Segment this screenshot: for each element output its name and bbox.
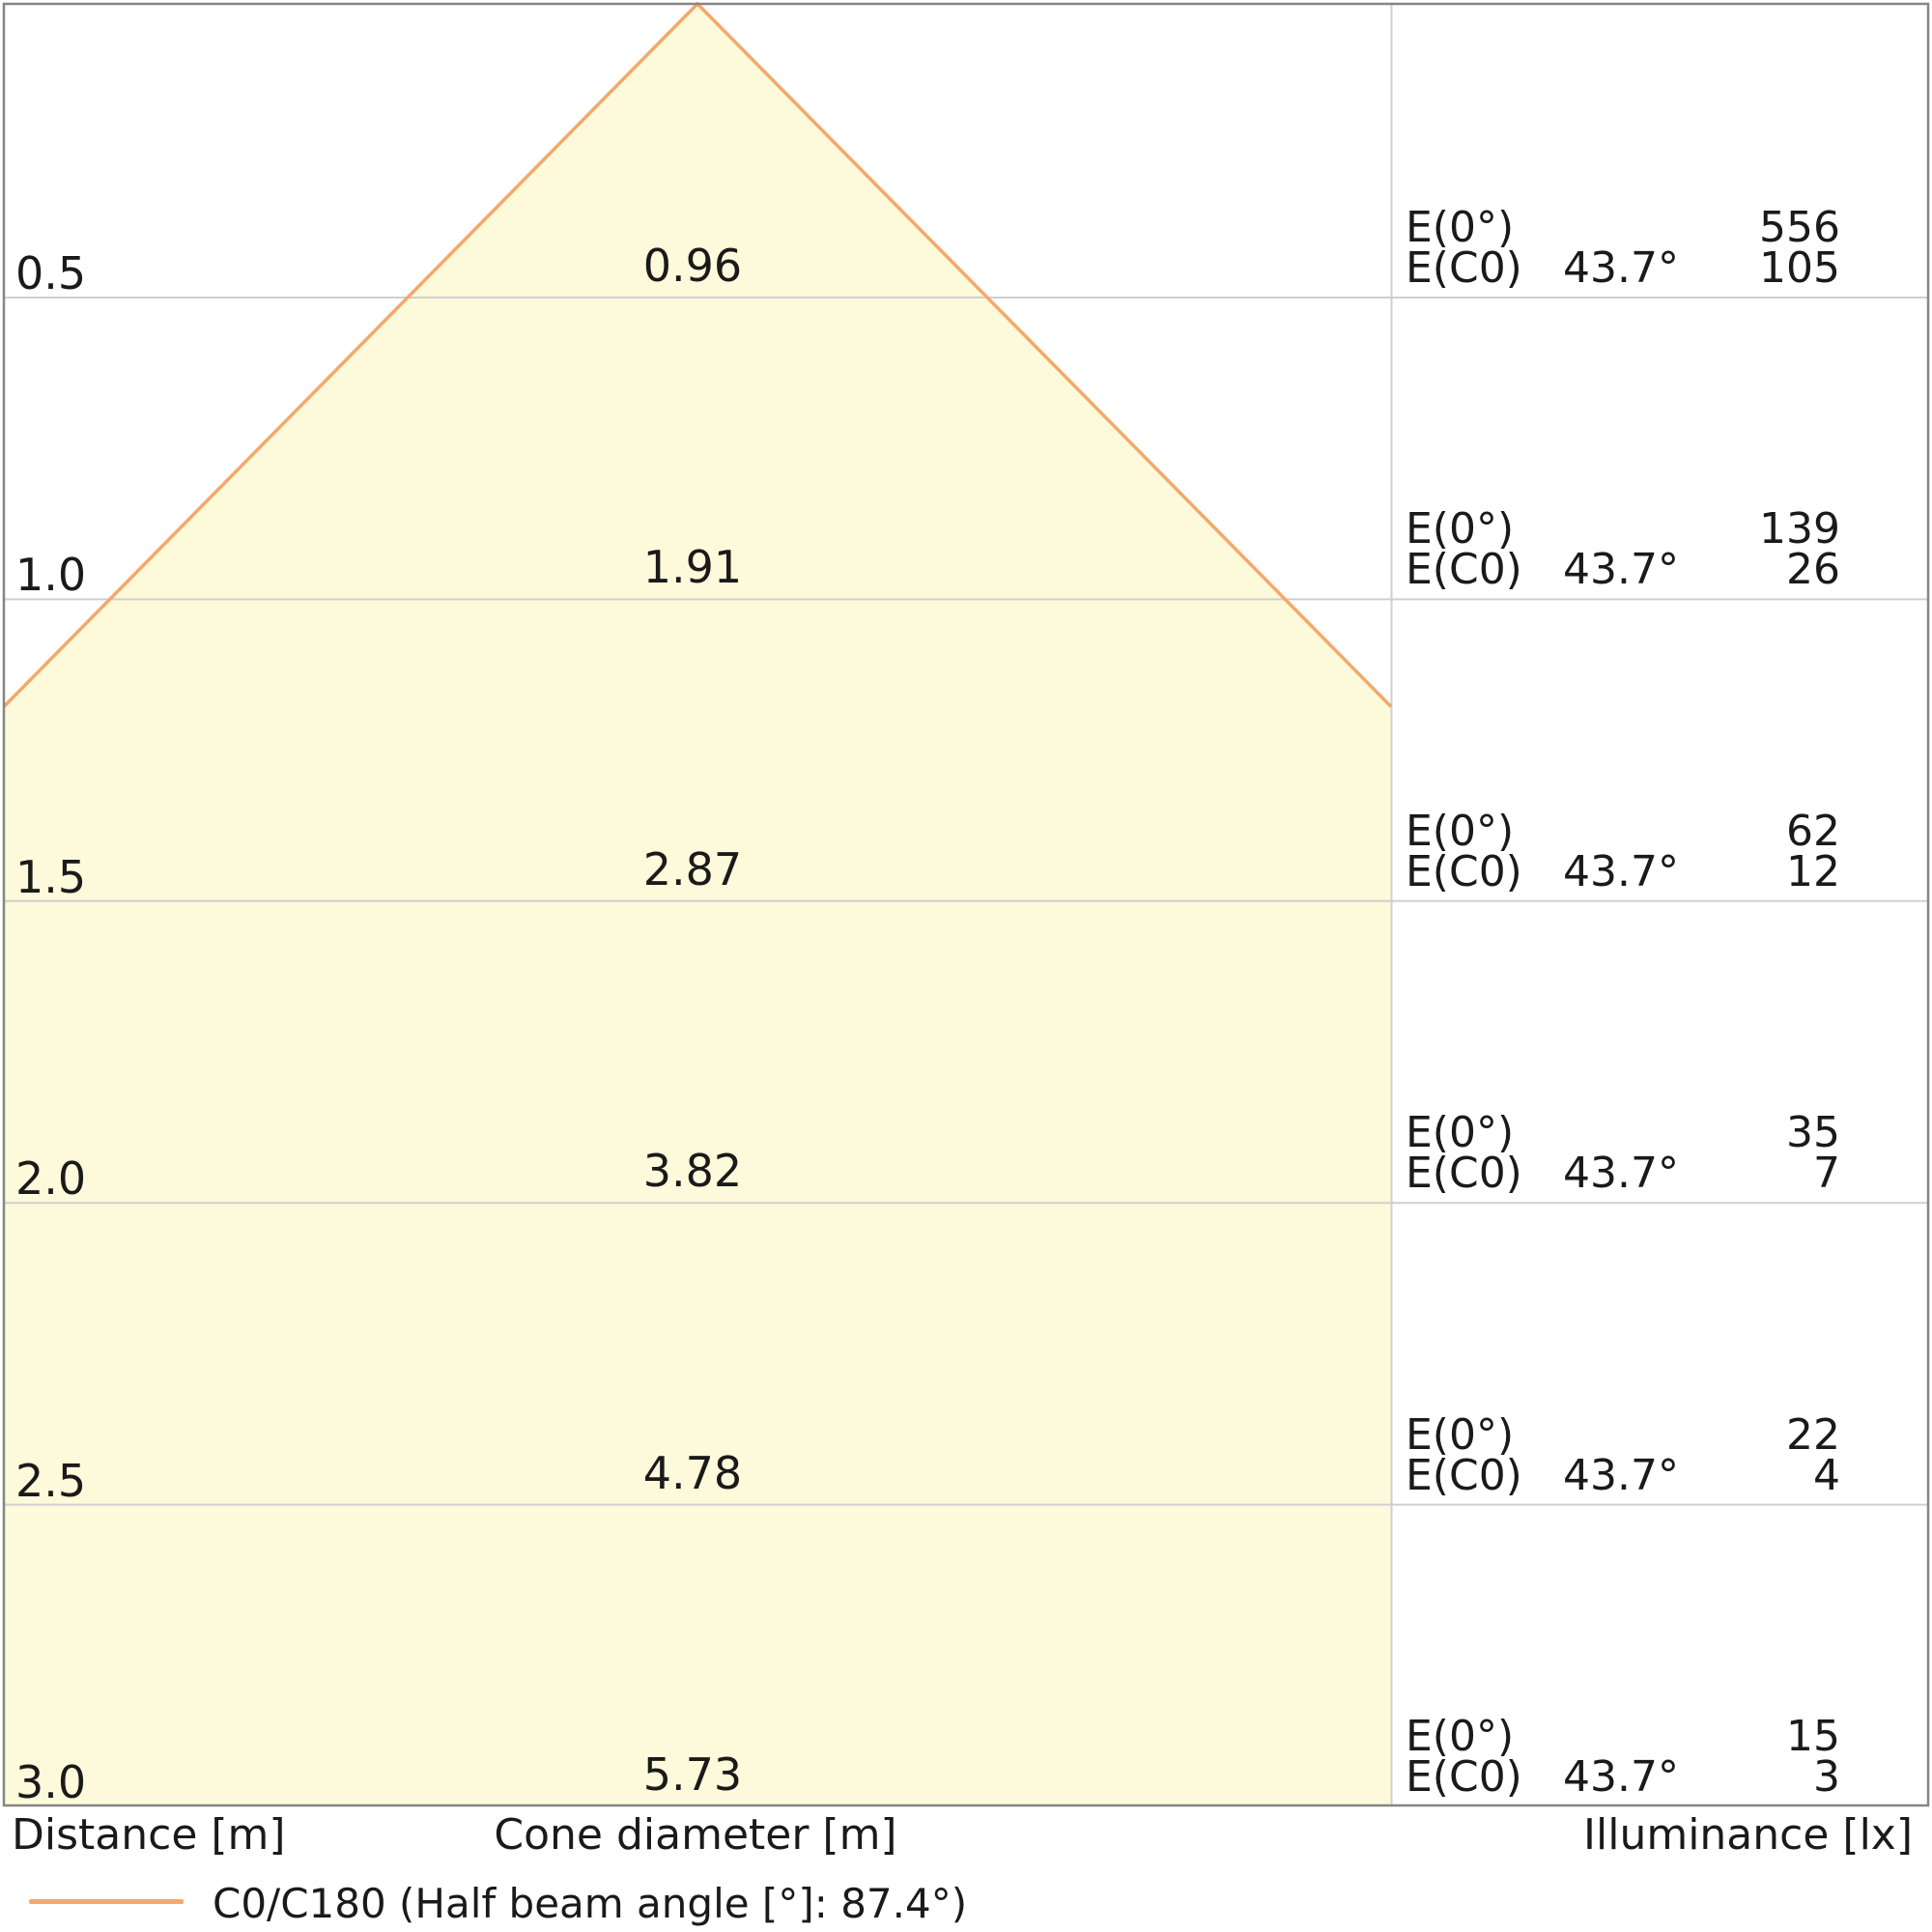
illuminance-axis-label: Illuminance [lx] xyxy=(1583,1810,1913,1860)
beam-angle-value: 43.7° xyxy=(1563,1752,1679,1802)
e0-row-label: E(0°) xyxy=(1406,1108,1515,1158)
e0-value: 139 xyxy=(1759,504,1840,554)
cone-diameter-value: 3.82 xyxy=(642,1145,743,1198)
e0-row-label: E(0°) xyxy=(1406,504,1515,554)
e0-value: 35 xyxy=(1786,1108,1840,1158)
cone-diameter-value: 1.91 xyxy=(642,541,743,594)
ec0-row-label: E(C0) xyxy=(1406,846,1522,896)
beam-angle-value: 43.7° xyxy=(1563,1149,1679,1199)
ec0-value: 3 xyxy=(1813,1752,1840,1802)
distance-tick-label: 3.0 xyxy=(15,1756,87,1808)
e0-value: 556 xyxy=(1759,203,1840,252)
e0-row-label: E(0°) xyxy=(1406,806,1515,856)
beam-angle-value: 43.7° xyxy=(1563,243,1679,293)
ec0-row-label: E(C0) xyxy=(1406,545,1522,595)
cone-diameter-value: 5.73 xyxy=(642,1748,743,1801)
ec0-value: 26 xyxy=(1786,545,1840,595)
legend-line-swatch xyxy=(29,1899,184,1904)
cone-fill-polygon xyxy=(4,4,1391,1805)
e0-row-label: E(0°) xyxy=(1406,1409,1515,1460)
ec0-row-label: E(C0) xyxy=(1406,1450,1522,1500)
legend: C0/C180 (Half beam angle [°]: 87.4°) xyxy=(0,1880,1352,1932)
e0-value: 62 xyxy=(1786,806,1840,856)
beam-angle-value: 43.7° xyxy=(1563,545,1679,595)
e0-value: 22 xyxy=(1786,1409,1840,1460)
distance-tick-label: 1.5 xyxy=(15,850,87,903)
plot-border xyxy=(2,2,1930,1807)
distance-tick-label: 0.5 xyxy=(15,247,87,299)
distance-tick-label: 1.0 xyxy=(15,549,87,602)
ec0-value: 105 xyxy=(1759,243,1840,293)
distance-tick-label: 2.5 xyxy=(15,1454,87,1507)
cone-diameter-value: 4.78 xyxy=(642,1446,743,1499)
cone-diameter-value: 0.96 xyxy=(642,240,743,292)
cone-diameter-value: 2.87 xyxy=(642,842,743,895)
legend-label: C0/C180 (Half beam angle [°]: 87.4°) xyxy=(213,1880,968,1927)
cone-diameter-axis-label: Cone diameter [m] xyxy=(494,1810,897,1860)
beam-angle-value: 43.7° xyxy=(1563,1450,1679,1500)
distance-axis-label: Distance [m] xyxy=(12,1810,286,1860)
ec0-row-label: E(C0) xyxy=(1406,1149,1522,1199)
e0-row-label: E(0°) xyxy=(1406,203,1515,252)
grid-lines xyxy=(4,297,1928,1506)
ec0-value: 12 xyxy=(1786,846,1840,896)
e0-value: 15 xyxy=(1786,1712,1840,1761)
e0-row-label: E(0°) xyxy=(1406,1712,1515,1761)
ec0-value: 7 xyxy=(1813,1149,1840,1199)
ec0-row-label: E(C0) xyxy=(1406,1752,1522,1802)
beam-angle-value: 43.7° xyxy=(1563,846,1679,896)
ec0-row-label: E(C0) xyxy=(1406,243,1522,293)
distance-tick-label: 2.0 xyxy=(15,1152,87,1206)
ec0-value: 4 xyxy=(1813,1450,1840,1500)
